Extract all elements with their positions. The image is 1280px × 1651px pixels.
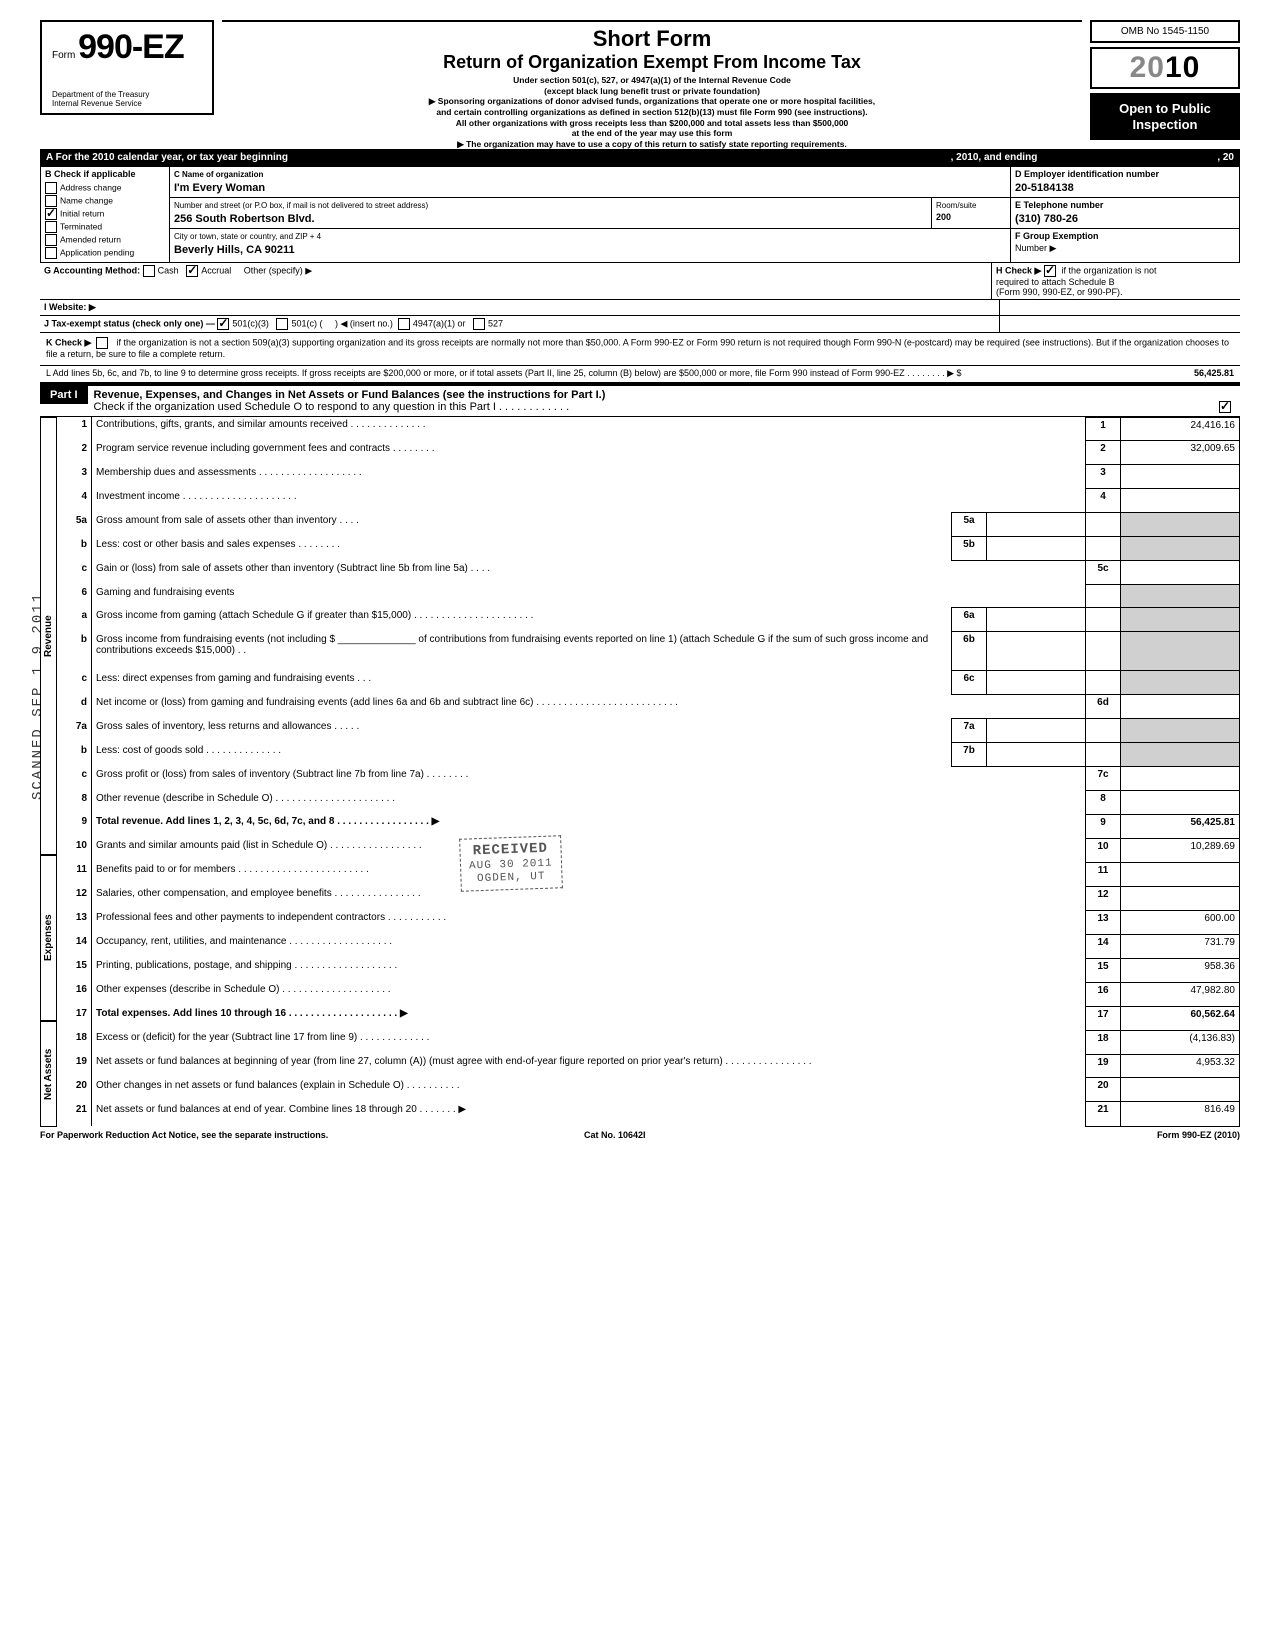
line-8-value (1121, 791, 1240, 815)
line-20-value (1121, 1078, 1240, 1102)
street: 256 South Robertson Blvd. (174, 213, 315, 225)
section-a: A For the 2010 calendar year, or tax yea… (40, 149, 1240, 166)
lines-table: 1Contributions, gifts, grants, and simil… (57, 417, 1240, 1127)
received-stamp: RECEIVED AUG 30 2011 OGDEN, UT (459, 835, 562, 892)
header-grid: B Check if applicable Address changeName… (40, 166, 1240, 263)
org-name: I'm Every Woman (174, 182, 265, 194)
line-5c-value (1121, 561, 1240, 585)
line-14-value: 731.79 (1121, 934, 1240, 958)
form-page: SCANNED SEP 1 9 2011 Form 990-EZ Departm… (40, 20, 1240, 1140)
short-form-title: Short Form (222, 26, 1082, 52)
line-4-value (1121, 489, 1240, 513)
line-1-value: 24,416.16 (1121, 417, 1240, 441)
part1-header: Part I Revenue, Expenses, and Changes in… (40, 384, 1240, 417)
footer: For Paperwork Reduction Act Notice, see … (40, 1127, 1240, 1140)
line-9-value: 56,425.81 (1121, 814, 1240, 838)
line-21-value: 816.49 (1121, 1102, 1240, 1126)
row-k: K Check ▶ if the organization is not a s… (40, 333, 1240, 366)
city: Beverly Hills, CA 90211 (174, 244, 295, 256)
omb-box: OMB No 1545-1150 (1090, 20, 1240, 43)
right-boxes: OMB No 1545-1150 2010 Open to Public Ins… (1090, 20, 1240, 140)
4947-checkbox[interactable] (398, 318, 410, 330)
line-7c-value (1121, 767, 1240, 791)
line-16-value: 47,982.80 (1121, 982, 1240, 1006)
open-inspection-box: Open to Public Inspection (1090, 93, 1240, 140)
line-15-value: 958.36 (1121, 958, 1240, 982)
501c-checkbox[interactable] (276, 318, 288, 330)
ein: 20-5184138 (1015, 182, 1074, 194)
boxb-checkbox-5[interactable] (45, 247, 57, 259)
dept-label: Department of the Treasury Internal Reve… (52, 91, 202, 109)
row-i: I Website: ▶ (40, 300, 999, 315)
line-10-value: 10,289.69 (1121, 838, 1240, 862)
line-18-value: (4,136.83) (1121, 1030, 1240, 1054)
501c3-checkbox[interactable] (217, 318, 229, 330)
form-footer: Form 990-EZ (2010) (1157, 1130, 1240, 1140)
527-checkbox[interactable] (473, 318, 485, 330)
phone: (310) 780-26 (1015, 213, 1078, 225)
part1-tab: Part I (40, 386, 88, 404)
year-box: 2010 (1090, 47, 1240, 89)
line-13-value: 600.00 (1121, 910, 1240, 934)
line-3-value (1121, 465, 1240, 489)
boxb-checkbox-3[interactable] (45, 221, 57, 233)
gross-receipts: 56,425.81 (1194, 368, 1234, 380)
accrual-checkbox[interactable] (186, 265, 198, 277)
cat-no: Cat No. 10642I (584, 1130, 646, 1140)
paperwork-notice: For Paperwork Reduction Act Notice, see … (40, 1130, 328, 1140)
line-2-value: 32,009.65 (1121, 441, 1240, 465)
row-h: H Check ▶ if the organization is not req… (991, 263, 1240, 299)
line-6d-value (1121, 695, 1240, 719)
line-11-value (1121, 862, 1240, 886)
boxb-checkbox-4[interactable] (45, 234, 57, 246)
side-netassets: Net Assets (40, 1021, 57, 1127)
side-revenue: Revenue (40, 417, 57, 855)
line-12-value (1121, 886, 1240, 910)
h-checkbox[interactable] (1044, 265, 1056, 277)
form-number: 990-EZ (78, 28, 184, 66)
schedule-o-checkbox[interactable] (1219, 401, 1231, 413)
header-row: Form 990-EZ Department of the Treasury I… (40, 20, 1240, 149)
form-id-box: Form 990-EZ Department of the Treasury I… (40, 20, 214, 115)
form-prefix: Form (52, 50, 75, 61)
title-box: Short Form Return of Organization Exempt… (222, 20, 1082, 149)
line-17-value: 60,562.64 (1121, 1006, 1240, 1030)
row-g: G Accounting Method: Cash Accrual Other … (40, 263, 991, 299)
return-title: Return of Organization Exempt From Incom… (222, 52, 1082, 73)
side-expenses: Expenses (40, 855, 57, 1021)
boxb-checkbox-2[interactable] (45, 208, 57, 220)
k-checkbox[interactable] (96, 337, 108, 349)
room: 200 (936, 212, 951, 222)
boxb-checkbox-0[interactable] (45, 182, 57, 194)
row-l: L Add lines 5b, 6c, and 7b, to line 9 to… (40, 366, 1240, 384)
line-19-value: 4,953.32 (1121, 1054, 1240, 1078)
cash-checkbox[interactable] (143, 265, 155, 277)
subtitle: Under section 501(c), 527, or 4947(a)(1)… (222, 75, 1082, 149)
row-j: J Tax-exempt status (check only one) — 5… (40, 316, 999, 332)
box-b-header: B Check if applicable (45, 169, 165, 181)
